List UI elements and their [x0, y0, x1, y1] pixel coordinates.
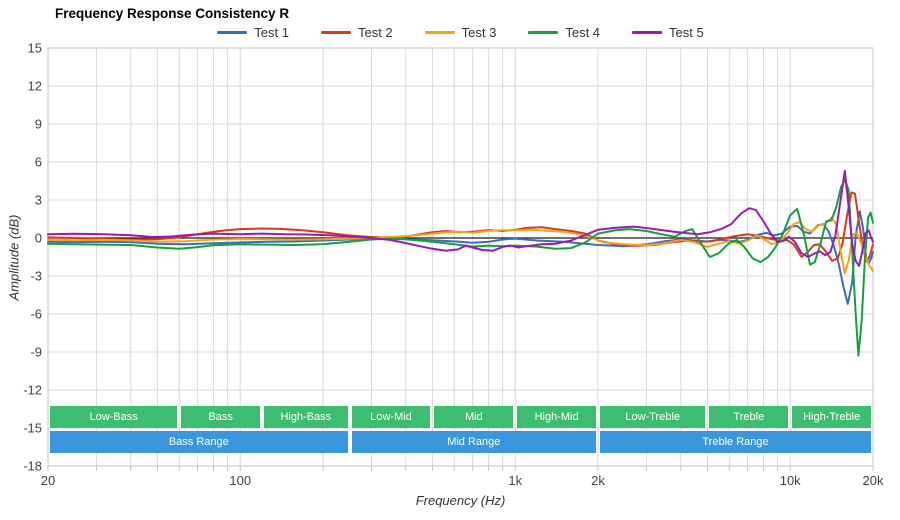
x-tick-label: 20k: [863, 473, 884, 488]
x-tick-label: 2k: [591, 473, 605, 488]
legend-swatch: [632, 31, 663, 34]
y-tick-label: -6: [30, 307, 42, 322]
band-low-bass: Low-Bass: [50, 406, 178, 428]
legend-item-test-1[interactable]: Test 1: [217, 25, 289, 40]
y-tick-label: 3: [35, 193, 42, 208]
band-treble: Treble: [709, 406, 789, 428]
legend-label: Test 1: [254, 25, 289, 40]
band-treble-range: Treble Range: [600, 431, 871, 453]
y-tick-label: -3: [30, 269, 42, 284]
legend-item-test-4[interactable]: Test 4: [528, 25, 600, 40]
y-tick-label: -15: [23, 421, 42, 436]
y-tick-label: -12: [23, 383, 42, 398]
y-tick-label: 9: [35, 117, 42, 132]
legend-item-test-3[interactable]: Test 3: [424, 25, 497, 40]
y-tick-label: -9: [30, 345, 42, 360]
band-low-mid: Low-Mid: [351, 406, 431, 428]
band-high-bass: High-Bass: [263, 406, 348, 428]
legend-label: Test 3: [461, 25, 497, 40]
plot-border: [47, 47, 874, 467]
legend-label: Test 2: [357, 25, 393, 40]
series-test-5: [47, 169, 874, 267]
y-tick-label: -18: [23, 459, 42, 474]
x-tick-label: 10k: [780, 473, 801, 488]
band-mid-range: Mid Range: [351, 431, 596, 453]
y-tick-label: 6: [35, 155, 42, 170]
chart-title: Frequency Response Consistency R: [55, 6, 290, 21]
x-axis-title: Frequency (Hz): [415, 493, 506, 508]
y-tick-label: 15: [28, 41, 42, 56]
band-high-treble: High-Treble: [792, 406, 871, 428]
band-mid: Mid: [434, 406, 514, 428]
y-tick-label: 0: [35, 231, 42, 246]
legend-item-test-5[interactable]: Test 5: [632, 25, 704, 40]
legend-swatch: [217, 31, 248, 34]
legend-label: Test 5: [669, 25, 704, 40]
series-test-2: [47, 191, 874, 263]
legend-swatch: [320, 31, 351, 34]
y-axis-title: Amplitude (dB): [6, 214, 22, 301]
band-low-treble: Low-Treble: [600, 406, 706, 428]
y-tick-label: 12: [28, 79, 42, 94]
legend-item-test-2[interactable]: Test 2: [320, 25, 393, 40]
band-bass: Bass: [181, 406, 260, 428]
series-test-3: [47, 216, 874, 275]
legend-label: Test 4: [565, 25, 601, 40]
band-high-mid: High-Mid: [517, 406, 596, 428]
x-tick-label: 1k: [508, 473, 522, 488]
legend-swatch: [528, 31, 559, 34]
x-tick-label: 20: [41, 473, 55, 488]
x-tick-label: 100: [229, 473, 251, 488]
legend: Test 1 Test 2 Test 3 Test 4 Test 5: [48, 25, 873, 40]
tick-labels: 20 100 1k 2k 10k 20k 15 12 9 6 3 0 -3 -6 -9 -12 -15 -18: [23, 41, 884, 489]
band-bass-range: Bass Range: [50, 431, 348, 453]
legend-swatch: [424, 31, 455, 34]
series-test-1: [47, 210, 874, 305]
series-test-4: [47, 178, 874, 357]
